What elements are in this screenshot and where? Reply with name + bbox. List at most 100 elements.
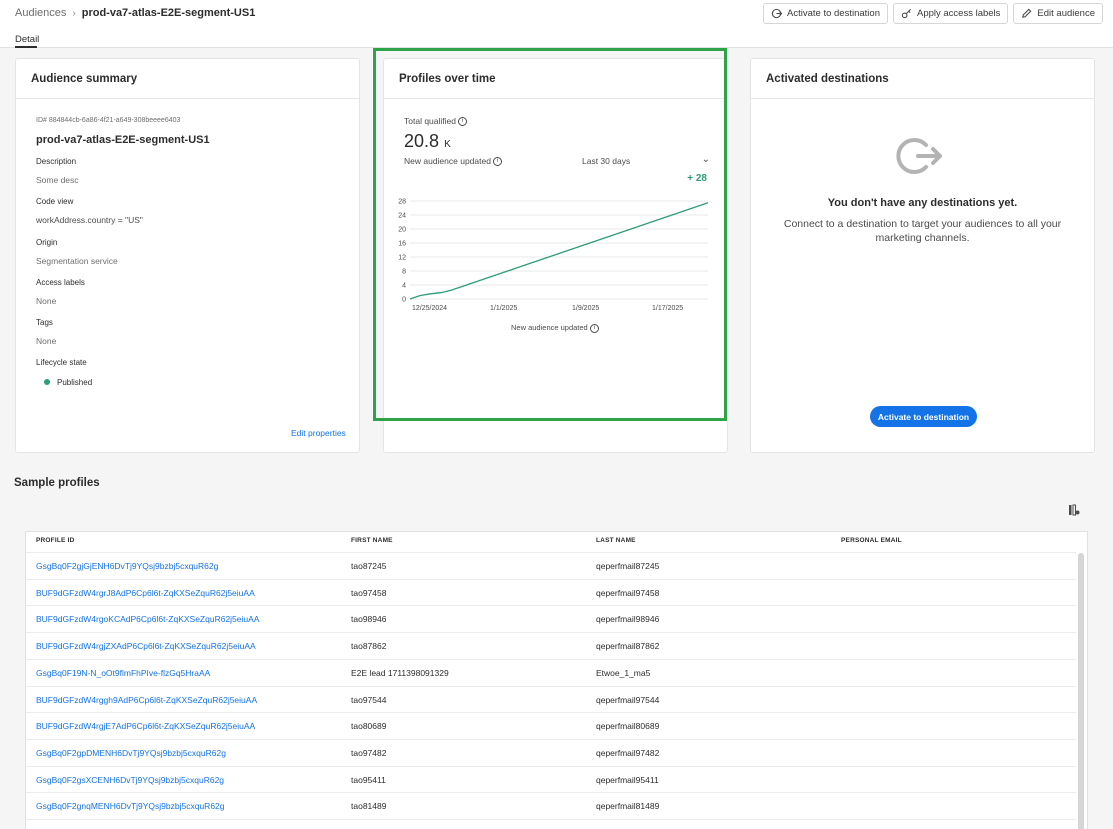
first-name-cell: tao97482 <box>351 747 387 758</box>
breadcrumb: Audiences › prod-va7-atlas-E2E-segment-U… <box>15 7 255 19</box>
first-name-cell: tao81489 <box>351 801 387 812</box>
profiles-delta: + 28 <box>687 173 707 184</box>
edit-properties-link[interactable]: Edit properties <box>291 428 346 438</box>
first-name-cell: tao87245 <box>351 561 387 571</box>
profiles-over-time-title: Profiles over time <box>399 73 496 85</box>
table-row[interactable]: BUF9dGFzdW4rgjE7AdP6Cp6l6t-ZqKXSeZquR62j… <box>26 712 1076 739</box>
table-row[interactable]: BUF9dGFzdW4rgnKhAdP6Cp6l6t-ZqKXSeZquR62j… <box>26 819 1076 829</box>
no-destinations-title: You don't have any destinations yet. <box>827 197 1018 209</box>
breadcrumb-audiences-link[interactable]: Audiences <box>15 7 67 19</box>
series-line <box>409 202 709 300</box>
x-tick-label: 1/9/2025 <box>572 305 599 312</box>
y-tick-label: 4 <box>402 283 406 290</box>
profiles-over-time-card: Profiles over time Total qualified i 20.8… <box>383 58 728 453</box>
first-name-cell: E2E lead 1711398091329 <box>351 667 449 678</box>
origin-label: Origin <box>36 238 58 247</box>
code-view-label: Code view <box>36 197 74 206</box>
total-qualified-label: Total qualified i <box>404 116 467 127</box>
total-qualified-value: 20.8 K <box>404 131 451 152</box>
profile-id-link[interactable]: BUF9dGFzdW4rgoKCAdP6Cp6l6t-ZqKXSeZquR62j… <box>36 614 260 625</box>
last-name-cell: qeperfmail80689 <box>596 721 660 732</box>
column-header-last-name[interactable]: LAST NAME <box>596 537 636 544</box>
profile-id-link[interactable]: GsgBq0F2gnqMENH6DvTj9YQsj9bzbj5cxquR62g <box>36 801 225 812</box>
column-header-first-name[interactable]: FIRST NAME <box>351 537 393 544</box>
profile-id-link[interactable]: BUF9dGFzdW4rgjZXAdP6Cp6l6t-ZqKXSeZquR62j… <box>36 641 256 652</box>
activated-destinations-title: Activated destinations <box>766 73 889 85</box>
first-name-cell: tao80689 <box>351 721 387 732</box>
info-icon[interactable]: i <box>492 157 502 167</box>
total-qualified-number: 20.8 <box>404 131 440 151</box>
last-name-cell: qeperfmail87862 <box>596 641 660 652</box>
description-value: Some desc <box>36 175 79 185</box>
tags-value: None <box>36 336 57 346</box>
key-icon <box>901 8 911 19</box>
card-divider <box>751 98 1094 99</box>
card-divider <box>384 98 727 99</box>
profile-id-link[interactable]: GsgBq0F19N-N_oOt9flmFhPIve-flzGq5HraAA <box>36 667 211 678</box>
chevron-down-icon: ⌄ <box>701 154 710 165</box>
sample-profiles-title: Sample profiles <box>14 477 100 489</box>
column-header-personal-email[interactable]: PERSONAL EMAIL <box>841 537 902 544</box>
column-header-profile-id[interactable]: PROFILE ID <box>36 537 75 544</box>
total-qualified-unit: K <box>444 139 451 150</box>
last-name-cell: qeperfmail97544 <box>596 694 660 705</box>
profile-id-link[interactable]: BUF9dGFzdW4rgjE7AdP6Cp6l6t-ZqKXSeZquR62j… <box>36 721 256 732</box>
audience-id: ID# 884844cb-6a86-4f21-a649-308beeee6403 <box>36 117 181 124</box>
table-row[interactable]: GsgBq0F2gsXCENH6DvTj9YQsj9bzbj5cxquR62g t… <box>26 765 1076 793</box>
table-row[interactable]: BUF9dGFzdW4rgjZXAdP6Cp6l6t-ZqKXSeZquR62j… <box>26 632 1076 659</box>
column-settings-icon[interactable] <box>1068 504 1080 516</box>
info-icon[interactable]: i <box>457 117 467 127</box>
first-name-cell: tao98946 <box>351 614 387 625</box>
destination-exit-icon <box>896 138 942 174</box>
last-name-cell: Etwoe_1_ma5 <box>596 667 651 678</box>
audience-name: prod-va7-atlas-E2E-segment-US1 <box>36 134 210 146</box>
table-scrollbar[interactable] <box>1078 553 1084 829</box>
lifecycle-label: Lifecycle state <box>36 358 87 367</box>
audience-summary-title: Audience summary <box>31 73 138 85</box>
activate-button-label: Activate to destination <box>787 8 880 19</box>
first-name-cell: tao87862 <box>351 641 387 652</box>
apply-access-labels-button[interactable]: Apply access labels <box>892 3 1009 24</box>
tags-label: Tags <box>36 318 53 327</box>
no-destinations-description: Connect to a destination to target your … <box>783 218 1062 244</box>
date-range-select[interactable]: Last 30 days ⌄ <box>582 154 710 166</box>
y-tick-label: 24 <box>398 213 406 220</box>
activate-destination-button[interactable]: Activate to destination <box>870 406 977 427</box>
info-icon[interactable]: i <box>589 323 599 333</box>
profile-id-link[interactable]: BUF9dGFzdW4rggh9AdP6Cp6l6t-ZqKXSeZquR62j… <box>36 694 258 705</box>
sample-profiles-table: PROFILE ID FIRST NAME LAST NAME PERSONAL… <box>25 531 1088 829</box>
table-row[interactable]: GsgBq0F19N-N_oOt9flmFhPIve-flzGq5HraAA E2… <box>26 658 1076 686</box>
origin-value: Segmentation service <box>36 256 118 266</box>
top-bar: Audiences › prod-va7-atlas-E2E-segment-U… <box>0 0 1113 48</box>
activate-to-destination-button[interactable]: Activate to destination <box>763 3 888 24</box>
y-tick-label: 12 <box>398 255 406 262</box>
table-row[interactable]: GsgBq0F2gpDMENH6DvTj9YQsj9bzbj5cxquR62g t… <box>26 738 1076 766</box>
activated-destinations-card: Activated destinations You don't have an… <box>750 58 1095 453</box>
total-qualified-text: Total qualified <box>404 116 456 126</box>
profile-id-link[interactable]: BUF9dGFzdW4rgrJ8AdP6Cp6l6t-ZqKXSeZquR62j… <box>36 587 255 598</box>
table-row[interactable]: BUF9dGFzdW4rgrJ8AdP6Cp6l6t-ZqKXSeZquR62j… <box>26 578 1076 606</box>
tab-detail-indicator <box>15 46 37 48</box>
description-label: Description <box>36 157 77 166</box>
tab-detail[interactable]: Detail <box>15 34 40 45</box>
header-actions: Activate to destination Apply access lab… <box>763 3 1103 24</box>
last-name-cell: qeperfmail95411 <box>596 774 659 785</box>
metric-label-text: New audience updated <box>404 156 491 166</box>
edit-audience-button[interactable]: Edit audience <box>1013 3 1103 24</box>
profile-id-link[interactable]: GsgBq0F2gpDMENH6DvTj9YQsj9bzbj5cxquR62g <box>36 747 226 758</box>
page-title: prod-va7-atlas-E2E-segment-US1 <box>81 7 256 19</box>
profile-id-link[interactable]: GsgBq0F2gjGjENH6DvTj9YQsj9bzbj5cxquR62g <box>36 561 219 571</box>
table-row[interactable]: GsgBq0F2gjGjENH6DvTj9YQsj9bzbj5cxquR62g t… <box>26 552 1076 579</box>
new-audience-updated-label: New audience updated i <box>404 156 502 167</box>
table-row[interactable]: BUF9dGFzdW4rggh9AdP6Cp6l6t-ZqKXSeZquR62j… <box>26 685 1076 713</box>
table-row[interactable]: GsgBq0F2gnqMENH6DvTj9YQsj9bzbj5cxquR62g t… <box>26 792 1076 819</box>
last-name-cell: qeperfmail87245 <box>596 561 660 571</box>
profile-id-link[interactable]: GsgBq0F2gsXCENH6DvTj9YQsj9bzbj5cxquR62g <box>36 774 225 785</box>
last-name-cell: qeperfmail98946 <box>596 614 660 625</box>
access-labels-value: None <box>36 296 57 306</box>
first-name-cell: tao97458 <box>351 587 387 598</box>
x-tick-label: 12/25/2024 <box>412 305 447 312</box>
x-tick-label: 1/17/2025 <box>652 305 683 312</box>
table-row[interactable]: BUF9dGFzdW4rgoKCAdP6Cp6l6t-ZqKXSeZquR62j… <box>26 605 1076 632</box>
first-name-cell: tao95411 <box>351 774 386 785</box>
